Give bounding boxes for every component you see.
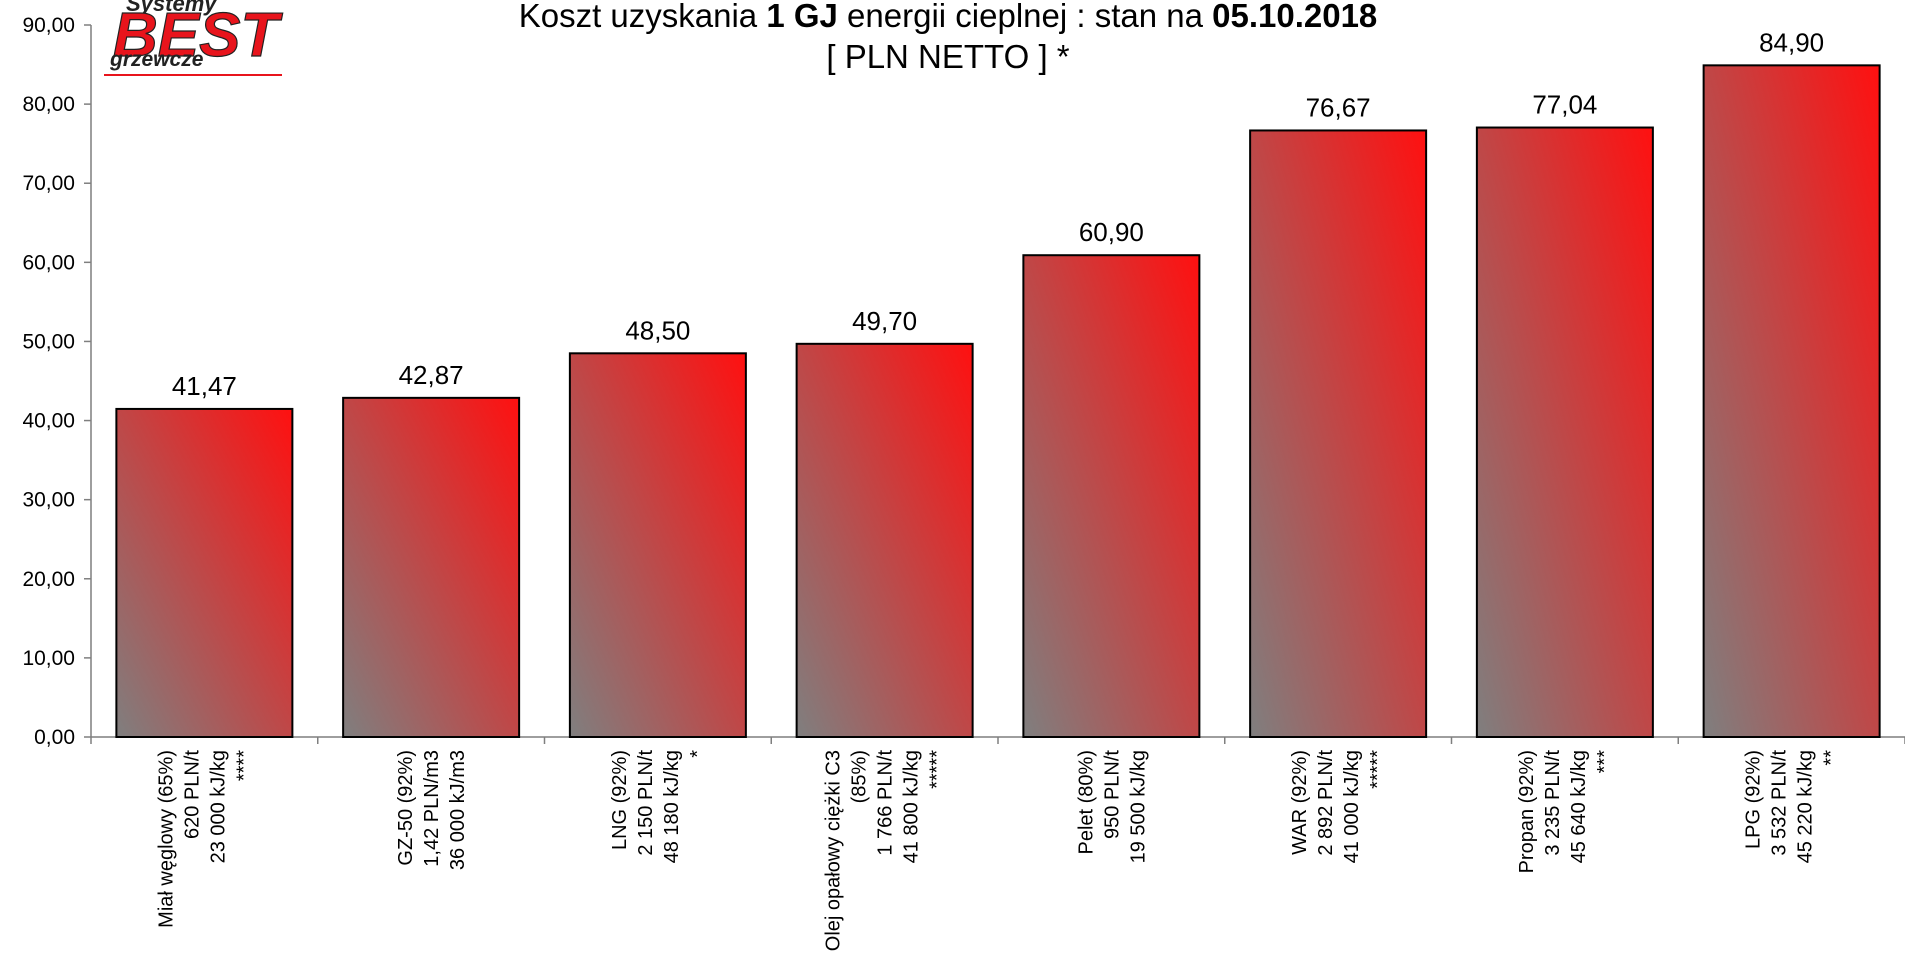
y-tick-label: 80,00	[22, 93, 75, 116]
bars	[115, 64, 1881, 738]
value-label: 77,04	[1532, 90, 1597, 120]
category-label-line: 620 PLN/t	[181, 750, 203, 839]
category-label-text: Pelet (80%) 950 PLN/t 19 500 kJ/kg	[1075, 750, 1149, 864]
category-label-line: 2 892 PLN/t	[1315, 750, 1337, 856]
y-tick-label: 0,00	[34, 726, 75, 749]
category-label-line: 3 532 PLN/t	[1769, 750, 1791, 856]
category-label-line: 36 000 kJ/m3	[447, 750, 469, 870]
category-label-line: 45 640 kJ/kg	[1568, 750, 1590, 863]
category-label-line: 41 000 kJ/kg	[1341, 750, 1363, 863]
category-label: Miał węglowy (65%) 620 PLN/t 23 000 kJ/kg *…	[155, 750, 255, 928]
bar	[1249, 129, 1428, 738]
category-label-text: Olej opałowy ciężki C3 (85%) 1 766 PLN/t 41…	[823, 750, 949, 952]
value-label: 49,70	[852, 306, 917, 336]
logo-best-text: BEST	[113, 1, 283, 70]
y-tick-label: 70,00	[22, 172, 75, 195]
category-label-line: 48 180 kJ/kg	[661, 750, 683, 863]
value-label: 48,50	[625, 315, 690, 345]
category-label-text: WAR (92%) 2 892 PLN/t 41 000 kJ/kg *****	[1289, 750, 1389, 864]
title-part2: 1 GJ	[766, 0, 838, 34]
x-axis	[90, 736, 1905, 744]
title-part3: energii cieplnej : stan na	[838, 0, 1212, 34]
bar	[1475, 126, 1654, 738]
category-label-line: 45 220 kJ/kg	[1795, 750, 1817, 863]
bar	[1022, 254, 1201, 738]
category-label-line: GZ-50 (92%)	[395, 750, 417, 866]
category-label-line: *	[687, 750, 709, 758]
value-label: 41,47	[172, 371, 237, 401]
chart-title-line1: Koszt uzyskania 1 GJ energii cieplnej : …	[519, 0, 1378, 34]
category-label-text: Propan (92%) 3 235 PLN/t 45 640 kJ/kg ***	[1516, 750, 1616, 874]
category-label-line: 41 800 kJ/kg	[901, 750, 923, 863]
category-label-line: Miał węglowy (65%)	[155, 750, 177, 928]
y-tick-label: 60,00	[22, 251, 75, 274]
category-label-line: LPG (92%)	[1743, 750, 1765, 849]
category-label-line: **	[1821, 750, 1843, 766]
y-tick-label: 90,00	[22, 14, 75, 37]
title-part1: Koszt uzyskania	[519, 0, 767, 34]
category-label-line: 1,42 PLN/m3	[421, 750, 443, 867]
y-tick-label: 50,00	[22, 330, 75, 353]
y-tick-label: 40,00	[22, 410, 75, 433]
title-part4: 05.10.2018	[1212, 0, 1377, 34]
category-label-line: *****	[1367, 750, 1389, 789]
value-labels: 41,47 42,87 48,50 49,70 60,90 76,67 77,04 84,90	[172, 27, 1824, 401]
category-label-line: (85%)	[849, 750, 871, 803]
category-label-line: 1 766 PLN/t	[875, 750, 897, 856]
category-label-line: Propan (92%)	[1516, 750, 1538, 873]
bar	[568, 352, 747, 738]
logo: Systemy BEST grzewcze	[104, 0, 284, 76]
category-label-line: 23 000 kJ/kg	[207, 750, 229, 863]
category-label-line: ***	[1594, 750, 1616, 774]
y-axis: 0,00 10,00 20,00 30,00 40,00 50,00 60,00 70,00 8…	[22, 14, 92, 749]
category-label-line: 3 235 PLN/t	[1542, 750, 1564, 856]
bar	[1702, 64, 1881, 738]
bar	[342, 396, 521, 738]
y-tick-label: 20,00	[22, 568, 75, 591]
category-label-text: GZ-50 (92%) 1,42 PLN/m3 36 000 kJ/m3	[395, 750, 469, 870]
value-label: 76,67	[1306, 92, 1371, 122]
category-label-line: 19 500 kJ/kg	[1127, 750, 1149, 863]
value-label: 42,87	[399, 360, 464, 390]
logo-bottom-text: grzewcze	[109, 48, 204, 71]
category-label-line: Olej opałowy ciężki C3	[823, 750, 845, 951]
value-label: 84,90	[1759, 27, 1824, 57]
category-label-line: 950 PLN/t	[1101, 750, 1123, 839]
category-label-text: LNG (92%) 2 150 PLN/t 48 180 kJ/kg *	[609, 750, 709, 864]
y-tick-label: 10,00	[22, 647, 75, 670]
category-label-line: 2 150 PLN/t	[635, 750, 657, 856]
category-label: Pelet (80%) 950 PLN/t 19 500 kJ/kg	[1075, 750, 1149, 864]
category-label: LPG (92%) 3 532 PLN/t 45 220 kJ/kg **	[1743, 750, 1843, 864]
category-label: LNG (92%) 2 150 PLN/t 48 180 kJ/kg *	[609, 750, 709, 864]
category-label-line: WAR (92%)	[1289, 750, 1311, 855]
category-label: GZ-50 (92%) 1,42 PLN/m3 36 000 kJ/m3	[395, 750, 469, 870]
category-label-line: *****	[927, 750, 949, 789]
category-label: WAR (92%) 2 892 PLN/t 41 000 kJ/kg *****	[1289, 750, 1389, 864]
category-label: Olej opałowy ciężki C3 (85%) 1 766 PLN/t 41…	[823, 750, 949, 952]
bar	[795, 342, 974, 738]
logo-top-text: Systemy	[126, 0, 218, 16]
category-label-line: Pelet (80%)	[1075, 750, 1097, 855]
value-label: 60,90	[1079, 217, 1144, 247]
chart-title-line2: [ PLN NETTO ] *	[826, 38, 1069, 75]
category-label-text: Miał węglowy (65%) 620 PLN/t 23 000 kJ/kg *…	[155, 750, 255, 928]
bar	[115, 407, 294, 738]
y-tick-label: 30,00	[22, 489, 75, 512]
category-labels: Miał węglowy (65%) 620 PLN/t 23 000 kJ/kg *…	[155, 750, 1842, 952]
category-label-line: ****	[233, 750, 255, 781]
category-label: Propan (92%) 3 235 PLN/t 45 640 kJ/kg ***	[1516, 750, 1616, 874]
category-label-line: LNG (92%)	[609, 750, 631, 850]
category-label-text: LPG (92%) 3 532 PLN/t 45 220 kJ/kg **	[1743, 750, 1843, 864]
